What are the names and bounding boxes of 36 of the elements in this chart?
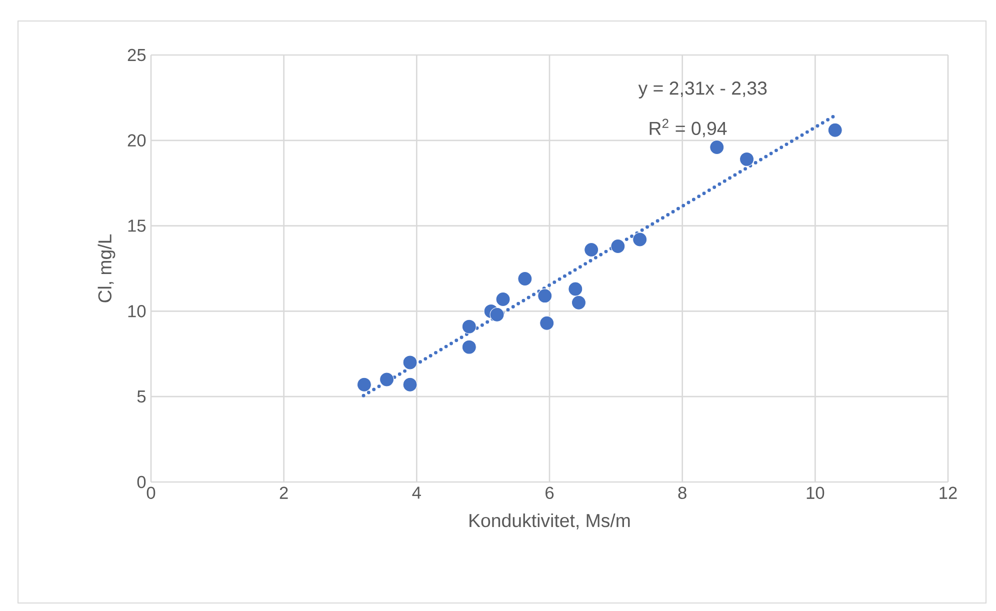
point <box>402 377 418 392</box>
point <box>380 372 394 387</box>
x-tick-label: 4 <box>412 486 421 499</box>
x-tick-label: 10 <box>806 486 824 499</box>
y-tick-label: 15 <box>128 220 146 232</box>
y-tick-label: 10 <box>128 305 146 318</box>
point <box>739 152 754 166</box>
point <box>571 295 586 310</box>
point <box>568 282 583 296</box>
point <box>356 377 372 392</box>
point <box>496 292 510 307</box>
x-axis-title: Konduktivitet, Ms/m <box>470 513 630 530</box>
point <box>518 271 532 286</box>
point <box>632 232 648 247</box>
point <box>462 340 476 354</box>
point <box>402 355 418 370</box>
x-tick-label: 2 <box>280 486 288 499</box>
y-tick-label: 0 <box>137 476 146 488</box>
point <box>538 288 552 304</box>
y-tick-label: 5 <box>137 390 146 403</box>
point <box>584 242 599 257</box>
point <box>490 307 504 322</box>
x-tick-label: 0 <box>146 486 156 499</box>
x-tick-label: 12 <box>940 486 957 499</box>
x-tick-label: 6 <box>546 486 554 499</box>
x-tick-label: 8 <box>678 486 686 499</box>
annotation: y = 2,31x - 2,33 <box>638 82 767 98</box>
annotation: R$^{2}$ = 0,94 <box>650 118 727 138</box>
y-axis-title: Cl, mg/L <box>98 234 116 302</box>
y-tick-label: 25 <box>128 48 146 62</box>
point <box>462 319 476 334</box>
point <box>828 122 842 138</box>
point <box>540 316 554 330</box>
y-tick-label: 20 <box>128 134 146 147</box>
point <box>710 140 724 154</box>
point <box>610 239 626 254</box>
